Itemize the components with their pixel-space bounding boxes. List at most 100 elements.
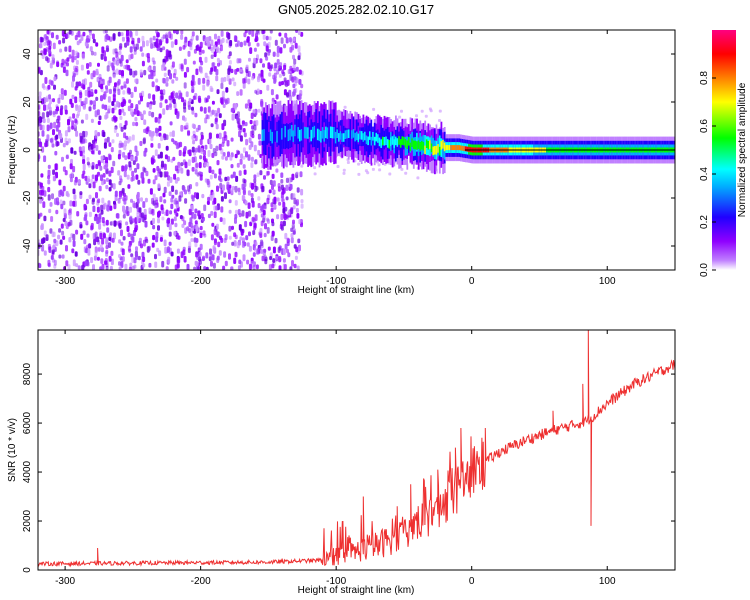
spectrogram-cell — [91, 33, 95, 40]
spectrogram-cell — [90, 89, 94, 95]
spectrogram-cell — [150, 74, 154, 80]
spectrogram-cell — [83, 239, 87, 245]
spectrogram-cell — [131, 175, 135, 181]
spectrogram-cell — [162, 192, 166, 198]
spectrogram-cell — [152, 94, 156, 101]
spectrogram-cell — [264, 256, 268, 262]
spectrogram-cell — [113, 200, 116, 205]
signal-cell — [282, 129, 285, 141]
spectrogram-x-tick-label: -100 — [326, 276, 346, 287]
spectrogram-cell — [291, 91, 295, 97]
spectrogram-cell — [197, 77, 201, 85]
spectrogram-cell — [237, 209, 241, 216]
signal-track — [261, 99, 675, 175]
spectrogram-cell — [192, 95, 196, 100]
spectrogram-cell — [43, 215, 47, 222]
spectrogram-cell — [113, 127, 117, 134]
spectrogram-cell — [342, 168, 346, 172]
spectrogram-cell — [152, 60, 156, 65]
spectrogram-cell — [201, 193, 205, 199]
spectrogram-cell — [165, 49, 169, 56]
colorbar-tick-label: 0.8 — [699, 71, 710, 85]
spectrogram-cell — [152, 217, 155, 225]
signal-cell — [360, 131, 363, 140]
spectrogram-cell — [188, 208, 192, 216]
spectrogram-cell — [160, 204, 164, 211]
spectrogram-cell — [239, 41, 243, 48]
spectrogram-cell — [220, 30, 224, 37]
spectrogram-y-tick-label: 40 — [22, 48, 33, 60]
spectrogram-cell — [211, 192, 215, 199]
spectrogram-cell — [175, 204, 179, 209]
spectrogram-cell — [117, 197, 121, 204]
spectrogram-cell — [134, 167, 137, 173]
spectrogram-cell — [77, 265, 81, 270]
spectrogram-cell — [141, 35, 145, 42]
spectrogram-cell — [148, 103, 152, 110]
spectrogram-cell — [64, 130, 68, 137]
spectrogram-cell — [50, 60, 54, 66]
snr-y-tick-label: 8000 — [22, 363, 33, 386]
spectrogram-cell — [75, 130, 79, 137]
spectrogram-cell — [206, 200, 210, 205]
spectrogram-cell — [197, 146, 201, 153]
spectrogram-cell — [219, 182, 223, 189]
spectrogram-cell — [206, 80, 210, 87]
spectrogram-cell — [111, 65, 115, 71]
spectrogram-cell — [118, 143, 122, 149]
spectrogram-cell — [134, 78, 138, 83]
spectrogram-cell — [265, 35, 269, 41]
spectrogram-cell — [266, 84, 270, 91]
spectrogram-cell — [284, 32, 288, 38]
snr-y-tick-label: 0 — [22, 567, 33, 573]
signal-cell — [403, 136, 405, 146]
spectrogram-cell — [158, 250, 162, 257]
spectrogram-cell — [290, 227, 294, 232]
spectrogram-cell — [202, 255, 206, 261]
signal-cell — [263, 129, 266, 141]
signal-cell — [458, 145, 461, 151]
spectrogram-cell — [272, 180, 276, 187]
spectrogram-cell — [300, 203, 304, 209]
signal-cell — [352, 130, 355, 149]
spectrogram-cell — [238, 224, 242, 231]
spectrogram-cell — [254, 214, 258, 222]
signal-cell — [279, 127, 282, 139]
spectrogram-cell — [123, 145, 127, 151]
spectrogram-cell — [55, 134, 59, 140]
spectrogram-cell — [241, 183, 245, 190]
signal-cell — [460, 145, 462, 151]
spectrogram-cell — [58, 40, 62, 45]
signal-cell — [464, 146, 467, 152]
spectrogram-cell — [198, 56, 202, 63]
spectrogram-cell — [69, 200, 73, 207]
spectrogram-cell — [85, 198, 89, 205]
spectrogram-cell — [203, 204, 207, 212]
spectrogram-cell — [272, 189, 276, 194]
spectrogram-cell — [64, 109, 68, 115]
spectrogram-cell — [140, 172, 144, 179]
spectrogram-cell — [84, 97, 88, 105]
spectrogram-cell — [202, 77, 206, 84]
spectrogram-cell — [90, 72, 94, 80]
spectrogram-cell — [65, 154, 69, 159]
spectrogram-cell — [134, 155, 138, 162]
spectrogram-cell — [96, 109, 100, 116]
signal-cell — [417, 140, 420, 149]
spectrogram-cell — [105, 244, 109, 250]
spectrogram-cell — [150, 43, 154, 49]
spectrogram-cell — [136, 215, 140, 223]
spectrogram-cell — [107, 80, 111, 86]
spectrogram-cell — [126, 174, 130, 180]
spectrogram-cell — [137, 179, 141, 185]
spectrogram-cell — [47, 186, 51, 193]
spectrogram-cell — [233, 35, 237, 42]
spectrogram-cell — [118, 45, 122, 51]
spectrogram-cell — [299, 171, 303, 178]
spectrogram-cell — [199, 243, 203, 250]
spectrogram-cell — [56, 106, 59, 112]
spectrogram-cell — [223, 131, 227, 139]
spectrogram-cell — [204, 117, 208, 124]
spectrogram-cell — [141, 52, 145, 57]
spectrogram-cell — [92, 264, 95, 270]
